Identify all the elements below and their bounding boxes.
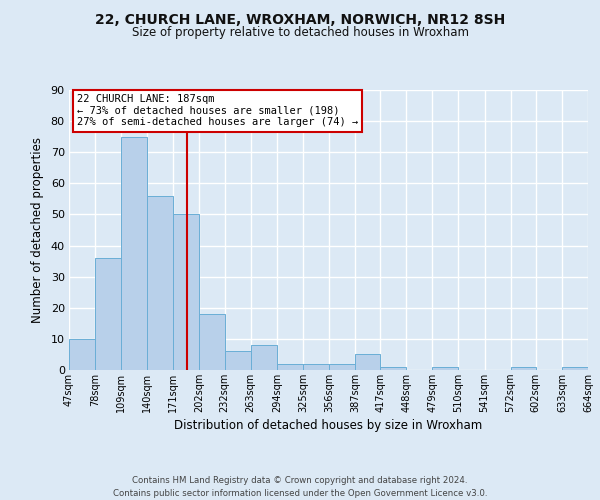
Text: 22, CHURCH LANE, WROXHAM, NORWICH, NR12 8SH: 22, CHURCH LANE, WROXHAM, NORWICH, NR12 … [95, 12, 505, 26]
Bar [69, 339, 95, 370]
Y-axis label: Number of detached properties: Number of detached properties [31, 137, 44, 323]
Bar [380, 367, 406, 370]
Bar [511, 367, 536, 370]
Bar [251, 345, 277, 370]
Bar [562, 367, 588, 370]
Bar [147, 196, 173, 370]
Text: Size of property relative to detached houses in Wroxham: Size of property relative to detached ho… [131, 26, 469, 39]
Bar [121, 136, 147, 370]
Bar [355, 354, 380, 370]
Bar [303, 364, 329, 370]
Bar [224, 352, 251, 370]
X-axis label: Distribution of detached houses by size in Wroxham: Distribution of detached houses by size … [175, 419, 482, 432]
Bar [433, 367, 458, 370]
Bar [173, 214, 199, 370]
Bar [329, 364, 355, 370]
Bar [199, 314, 224, 370]
Text: Contains HM Land Registry data © Crown copyright and database right 2024.
Contai: Contains HM Land Registry data © Crown c… [113, 476, 487, 498]
Bar [277, 364, 303, 370]
Text: 22 CHURCH LANE: 187sqm
← 73% of detached houses are smaller (198)
27% of semi-de: 22 CHURCH LANE: 187sqm ← 73% of detached… [77, 94, 358, 128]
Bar [95, 258, 121, 370]
